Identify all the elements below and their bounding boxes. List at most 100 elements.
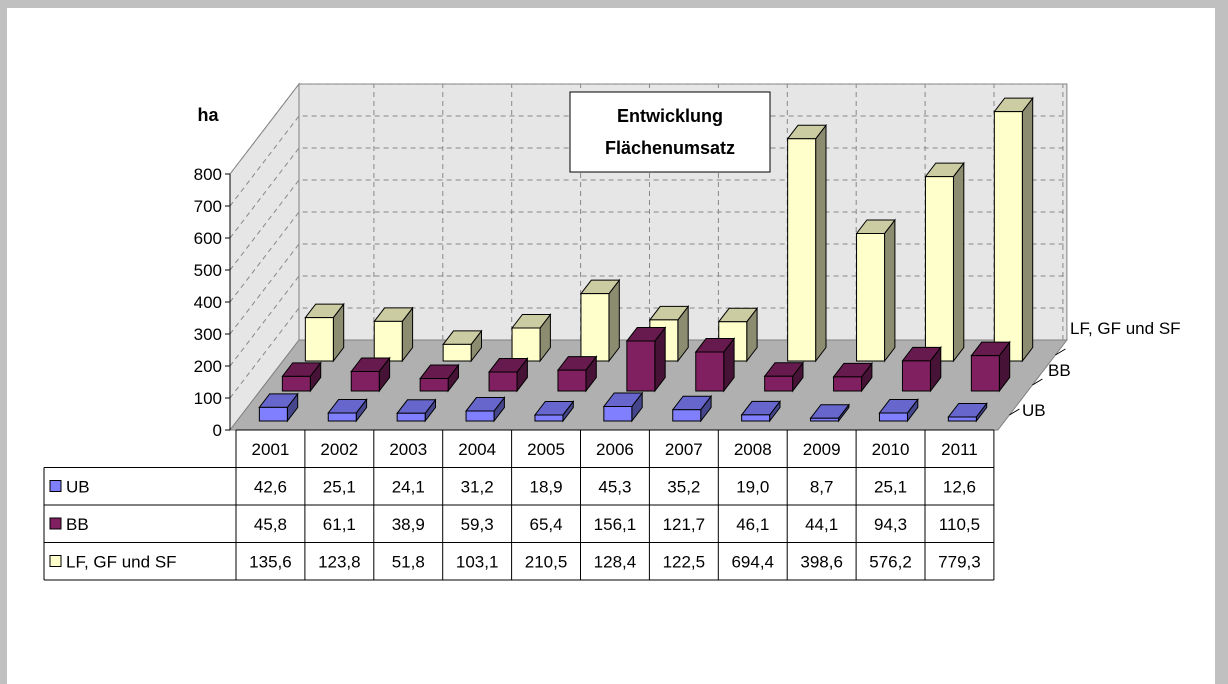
bar-front bbox=[993, 111, 1023, 362]
bar-LF, GF und SF-2009 bbox=[855, 218, 896, 363]
bar-front bbox=[396, 412, 426, 422]
bar-UB-2001 bbox=[258, 392, 299, 423]
data-label: 45,8 bbox=[254, 515, 287, 534]
bar-BB-2004 bbox=[488, 357, 529, 393]
bar-front bbox=[947, 416, 977, 422]
bar-side bbox=[1021, 96, 1034, 363]
bar-UB-2009 bbox=[809, 403, 850, 423]
bar-front bbox=[810, 417, 840, 422]
bar-LF, GF und SF-2005 bbox=[579, 278, 621, 363]
data-label: 19,0 bbox=[736, 478, 769, 497]
data-label: 398,6 bbox=[800, 553, 843, 572]
data-label: 45,3 bbox=[598, 478, 631, 497]
x-tick-label: 2006 bbox=[596, 440, 634, 459]
data-label: 12,6 bbox=[943, 478, 976, 497]
y-tick-label: 600 bbox=[194, 229, 222, 248]
y-tick-label: 800 bbox=[194, 165, 222, 184]
x-tick-label: 2008 bbox=[734, 440, 772, 459]
bar-front bbox=[603, 406, 633, 422]
data-label: 135,6 bbox=[249, 553, 292, 572]
bar-front bbox=[580, 293, 610, 362]
bar-front bbox=[901, 360, 931, 392]
bar-front bbox=[373, 320, 403, 362]
bar-BB-2009 bbox=[832, 361, 873, 393]
data-label: 94,3 bbox=[874, 515, 907, 534]
x-tick-label: 2001 bbox=[252, 440, 290, 459]
legend-label-1: BB bbox=[66, 515, 89, 534]
bar-BB-2008 bbox=[763, 361, 805, 393]
y-tick-label: 400 bbox=[194, 293, 222, 312]
y-tick-label: 300 bbox=[194, 325, 222, 344]
bar-front bbox=[511, 327, 541, 362]
data-label: 61,1 bbox=[323, 515, 356, 534]
y-tick-label: 100 bbox=[194, 389, 222, 408]
bar-BB-2011 bbox=[970, 340, 1011, 393]
x-tick-label: 2010 bbox=[872, 440, 910, 459]
bar-UB-2011 bbox=[947, 401, 988, 423]
data-label: 210,5 bbox=[525, 553, 568, 572]
series-depth-labels: UB BB LF, GF und SF bbox=[1009, 319, 1181, 420]
legend-key-2 bbox=[49, 555, 62, 567]
depth-tick bbox=[1032, 378, 1043, 386]
bar-BB-2002 bbox=[350, 356, 391, 393]
chart-title-line2: Flächenumsatz bbox=[605, 138, 735, 158]
data-label: 65,4 bbox=[530, 515, 563, 534]
bar-front bbox=[878, 412, 908, 422]
y-tick-label: 500 bbox=[194, 261, 222, 280]
data-label: 123,8 bbox=[318, 553, 361, 572]
data-label: 46,1 bbox=[736, 515, 769, 534]
bar-front bbox=[557, 369, 587, 392]
y-axis: 0 100 200 300 400 500 600 700 800 bbox=[194, 165, 231, 440]
bar-LF, GF und SF-2004 bbox=[511, 313, 552, 363]
bar-front bbox=[488, 371, 518, 392]
data-label: 25,1 bbox=[323, 478, 356, 497]
bar-BB-2006 bbox=[625, 326, 667, 393]
bar-LF, GF und SF-2008 bbox=[786, 123, 828, 363]
depth-label-0: UB bbox=[1022, 401, 1046, 420]
bar-front bbox=[764, 375, 794, 392]
bar-BB-2005 bbox=[556, 355, 598, 393]
data-label: 156,1 bbox=[594, 515, 637, 534]
y-tick-label: 700 bbox=[194, 197, 222, 216]
bar-front bbox=[465, 410, 495, 422]
bar-UB-2010 bbox=[878, 397, 919, 423]
data-label: 38,9 bbox=[392, 515, 425, 534]
data-label: 128,4 bbox=[594, 553, 637, 572]
bar-UB-2002 bbox=[327, 397, 368, 423]
bar-BB-2001 bbox=[281, 361, 322, 393]
bar-UB-2007 bbox=[671, 394, 713, 423]
data-label: 44,1 bbox=[805, 515, 838, 534]
data-label: 51,8 bbox=[392, 553, 425, 572]
bar-front bbox=[626, 340, 656, 392]
x-tick-label: 2009 bbox=[803, 440, 841, 459]
data-label: 59,3 bbox=[461, 515, 494, 534]
data-label: 122,5 bbox=[663, 553, 706, 572]
title-box-border bbox=[569, 91, 771, 173]
bar-UB-2003 bbox=[396, 398, 437, 423]
data-label: 24,1 bbox=[392, 478, 425, 497]
data-label: 31,2 bbox=[461, 478, 494, 497]
chart-title-box: Entwicklung Flächenumsatz bbox=[569, 91, 771, 173]
x-tick-label: 2007 bbox=[665, 440, 703, 459]
bar-BB-2010 bbox=[901, 345, 942, 393]
bar-LF, GF und SF-2010 bbox=[924, 161, 965, 363]
data-label: 110,5 bbox=[939, 515, 980, 534]
bar-LF, GF und SF-2002 bbox=[373, 306, 414, 363]
bar-side bbox=[952, 161, 965, 363]
bar-front bbox=[419, 378, 449, 392]
bar-front bbox=[281, 375, 311, 392]
data-label: 694,4 bbox=[731, 553, 774, 572]
bar-front bbox=[741, 414, 771, 422]
bar-front bbox=[258, 406, 288, 422]
bar-side bbox=[884, 218, 896, 363]
bar-side bbox=[815, 123, 827, 363]
bar-UB-2006 bbox=[602, 391, 644, 423]
bar-UB-2005 bbox=[533, 399, 575, 423]
bar-front bbox=[695, 351, 725, 392]
bar-front bbox=[327, 412, 357, 422]
bar-BB-2007 bbox=[694, 337, 736, 393]
legend-label-2: LF, GF und SF bbox=[66, 553, 177, 572]
data-table: 2001 2002 2003 2004 2005 2006 2007 2008 2009 2010… bbox=[43, 429, 995, 581]
bar-front bbox=[350, 370, 380, 392]
